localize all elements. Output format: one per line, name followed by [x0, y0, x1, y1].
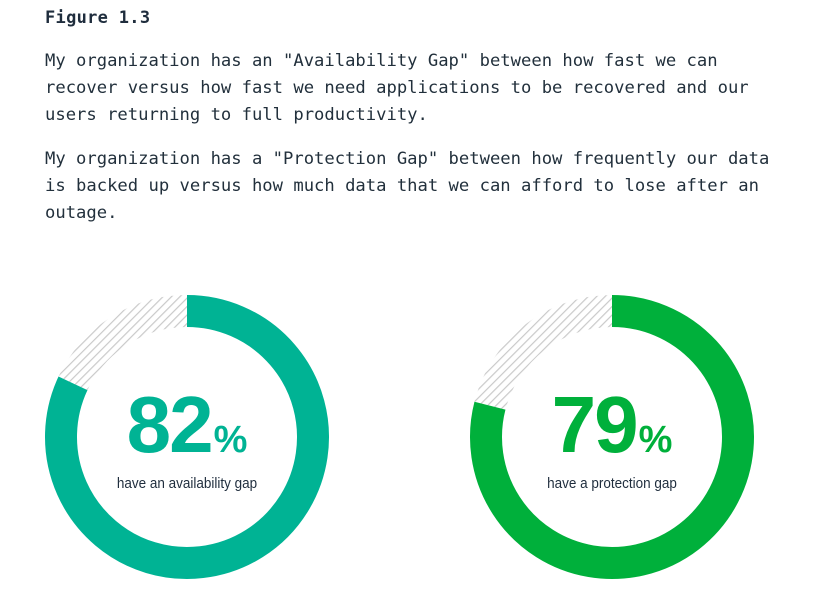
- availability-gap-remainder-arc: [58, 295, 188, 391]
- protection-gap-percent: 79%: [470, 385, 754, 465]
- protection-gap-paragraph: My organization has a "Protection Gap" b…: [45, 149, 770, 223]
- availability-gap-value-arc: [45, 295, 329, 579]
- availability-gap-caption: have an availability gap: [116, 475, 258, 492]
- figure-label: Figure 1.3: [45, 8, 151, 28]
- protection-gap-value-arc: [470, 295, 754, 579]
- availability-gap-unit: %: [213, 419, 248, 461]
- protection-gap-caption: have a protection gap: [547, 475, 677, 492]
- availability-gap-donut: 82% have an availability gap: [45, 295, 329, 579]
- protection-gap-remainder-arc: [474, 295, 613, 411]
- protection-gap-donut: 79% have a protection gap: [470, 295, 754, 579]
- availability-gap-percent: 82%: [45, 385, 329, 465]
- protection-gap-unit: %: [638, 419, 673, 461]
- availability-gap-value: 82: [126, 380, 214, 469]
- availability-gap-paragraph: My organization has an "Availability Gap…: [45, 51, 749, 125]
- protection-gap-value: 79: [551, 380, 639, 469]
